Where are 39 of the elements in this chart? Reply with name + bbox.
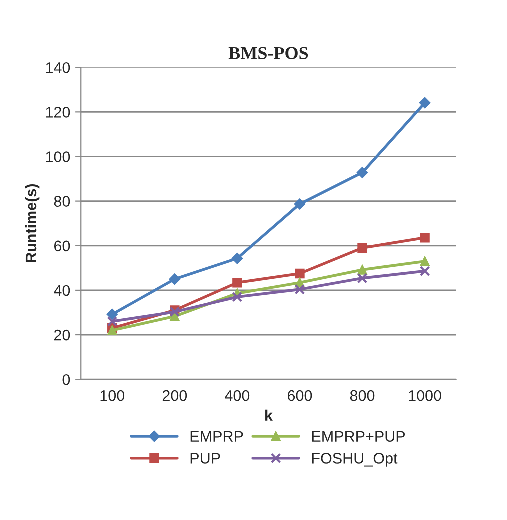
point — [420, 233, 430, 243]
chart-title: BMS-POS — [228, 47, 308, 60]
legend-label: PUP — [190, 453, 220, 464]
point — [420, 256, 430, 266]
point — [108, 326, 118, 336]
y-tick-label: 80 — [54, 196, 70, 207]
point — [356, 167, 368, 178]
point — [357, 273, 368, 284]
legend-label: EMPRP — [190, 431, 244, 442]
point — [420, 266, 430, 277]
y-tick-label: 120 — [46, 107, 70, 118]
point — [232, 252, 244, 264]
y-tick-label: 100 — [46, 152, 70, 162]
x-axis-title: k — [266, 410, 273, 421]
y-tick-label: 40 — [54, 285, 70, 296]
y-tick-label: 20 — [54, 330, 70, 341]
point — [106, 308, 118, 320]
point — [232, 278, 242, 288]
x-tick-label: 600 — [288, 390, 312, 402]
x-tick-label: 800 — [350, 390, 375, 402]
point — [358, 243, 368, 253]
legend-label: EMPRP+PUP — [312, 431, 406, 442]
point — [294, 198, 306, 210]
y-tick-label: 60 — [54, 240, 70, 252]
point — [232, 292, 243, 302]
point — [107, 316, 118, 327]
point — [294, 284, 306, 295]
x-tick-label: 200 — [162, 390, 188, 402]
legend-label: FOSHU_Opt — [312, 453, 398, 467]
point — [419, 97, 431, 109]
y-tick-label: 140 — [46, 62, 70, 74]
x-tick-label: 100 — [100, 390, 125, 402]
x-tick-label: 1000 — [409, 390, 442, 402]
x-tick-label: 400 — [225, 390, 250, 402]
y-axis-title: Runtime(s) — [25, 184, 40, 262]
point — [169, 274, 181, 285]
point — [358, 265, 368, 275]
y-tick-label: 0 — [62, 374, 70, 386]
point — [295, 268, 305, 279]
